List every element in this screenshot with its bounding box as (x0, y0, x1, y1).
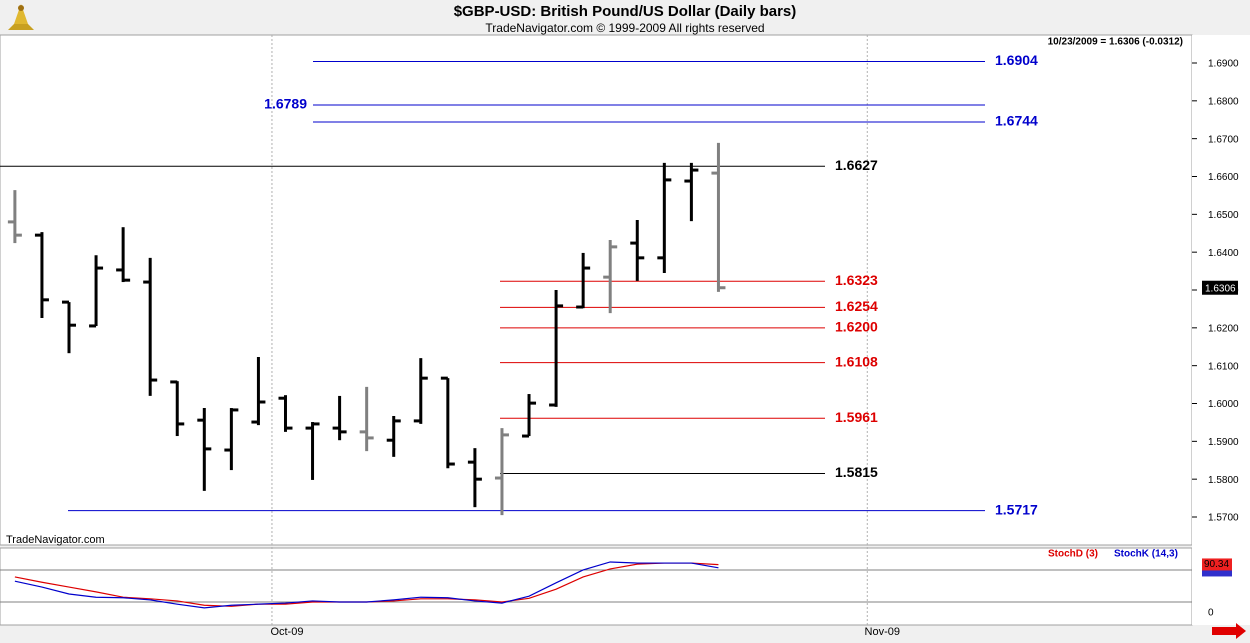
level-label: 1.6744 (995, 113, 1038, 129)
level-label: 1.6789 (264, 96, 307, 112)
stoch-value-box-back (1202, 566, 1232, 577)
legend-entry: StochD (3) (1048, 549, 1098, 560)
stoch-panel (0, 547, 1193, 626)
stoch-line (14, 561, 719, 609)
y-tick-label: 1.6400 (1208, 248, 1239, 259)
level-label: 1.6627 (835, 157, 878, 173)
logo (8, 4, 34, 30)
level-label: 1.5961 (835, 409, 878, 425)
y-tick-label: 1.6900 (1208, 59, 1239, 70)
level-label: 1.6254 (835, 298, 878, 314)
scroll-arrow[interactable] (1212, 623, 1246, 639)
last-price-label: 1.6306 (1205, 283, 1236, 294)
level-label: 1.6904 (995, 52, 1038, 68)
level-label: 1.6323 (835, 272, 878, 288)
y-tick-label: 1.6200 (1208, 323, 1239, 334)
last-price-box (1202, 280, 1238, 295)
x-tick-label: Nov-09 (865, 626, 900, 638)
level-label: 1.5717 (995, 501, 1038, 517)
price-panel (0, 34, 1193, 546)
x-tick-label: Oct-09 (270, 626, 303, 638)
y-tick-label: 1.5800 (1208, 475, 1239, 486)
y-tick-label: 1.6600 (1208, 172, 1239, 183)
chart-title: $GBP-USD: British Pound/US Dollar (Daily… (454, 3, 797, 20)
y-tick-label: 1.6700 (1208, 134, 1239, 145)
chart-subtitle: TradeNavigator.com © 1999-2009 All right… (485, 21, 764, 35)
legend-entry: StochK (14,3) (1114, 549, 1178, 560)
y-tick-label: 1.5900 (1208, 437, 1239, 448)
y-tick-label: 1.6000 (1208, 399, 1239, 410)
level-label: 1.5815 (835, 464, 878, 480)
watermark: TradeNavigator.com (6, 534, 105, 546)
y-tick-label: 1.6500 (1208, 210, 1239, 221)
quote-header: 10/23/2009 = 1.6306 (-0.0312) (1048, 37, 1183, 48)
level-label: 1.6108 (835, 353, 878, 369)
y-tick-label: 1.6800 (1208, 96, 1239, 107)
stoch-value-label: 90.34 (1204, 559, 1229, 570)
stoch-tick-label: 0 (1208, 607, 1214, 618)
y-tick-label: 1.6100 (1208, 361, 1239, 372)
stoch-value-box (1202, 558, 1232, 571)
y-tick-label: 1.5700 (1208, 513, 1239, 524)
right-axis (1192, 35, 1250, 625)
level-label: 1.6200 (835, 319, 878, 335)
